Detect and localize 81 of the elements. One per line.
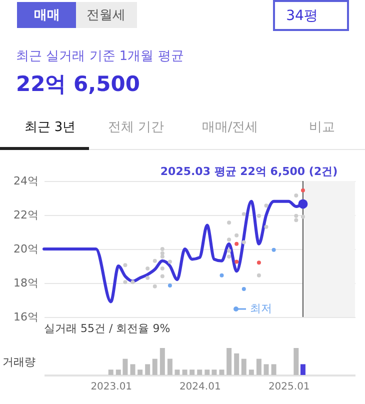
chart-title: 22억 6,500 <box>16 72 140 96</box>
point <box>146 276 150 280</box>
point <box>123 280 128 284</box>
bar <box>160 348 165 375</box>
bar <box>271 364 276 375</box>
y-tick-label: 22억 <box>14 208 38 222</box>
bar <box>256 358 262 375</box>
point <box>234 260 239 264</box>
bar <box>234 353 240 375</box>
y-tick-label: 18억 <box>14 276 38 290</box>
text: 34평 <box>286 8 318 24</box>
text: 2025.03 평균 22억 6,500 (2건) <box>160 165 338 178</box>
point <box>234 242 239 246</box>
bar <box>300 364 306 375</box>
y-axis-title: 거래량 <box>2 356 36 368</box>
point <box>242 240 246 244</box>
x-tick-label: 2025.01 <box>268 382 310 392</box>
point <box>294 218 298 222</box>
bar <box>130 364 136 375</box>
point <box>264 204 268 208</box>
point <box>152 284 157 288</box>
bar <box>219 370 224 375</box>
point <box>272 248 276 252</box>
y-tick-label: 16억 <box>14 310 38 324</box>
bar <box>190 370 195 375</box>
point <box>298 199 308 209</box>
point <box>227 220 232 225</box>
point <box>242 212 246 216</box>
point <box>152 258 157 263</box>
x-tick-label: 2024.01 <box>179 382 221 392</box>
bar <box>264 364 269 375</box>
point <box>160 254 164 259</box>
bar <box>138 370 143 375</box>
bar <box>108 370 114 375</box>
text: 매매 <box>34 8 60 23</box>
point <box>227 254 232 259</box>
bar <box>212 370 217 375</box>
point <box>227 248 232 253</box>
point <box>294 214 298 218</box>
point <box>242 286 246 291</box>
point <box>234 233 239 238</box>
point <box>123 263 128 268</box>
y-tick-label: 20억 <box>14 242 38 256</box>
point <box>220 273 224 278</box>
point <box>130 280 135 284</box>
point <box>300 214 305 219</box>
point <box>256 273 261 278</box>
point <box>160 266 164 271</box>
point <box>256 214 261 218</box>
text: 전체 기간 <box>108 120 164 135</box>
point <box>227 238 232 242</box>
bar <box>226 348 232 375</box>
bar <box>248 370 254 375</box>
bar <box>182 370 188 375</box>
x-tick-label: 2023.01 <box>90 382 132 392</box>
point <box>168 284 172 288</box>
point <box>160 247 164 251</box>
point <box>160 274 164 278</box>
chart-subtitle: 최근 실거래 기준 1개월 평균 <box>16 49 184 64</box>
bar <box>204 370 210 375</box>
point <box>146 266 150 271</box>
bar <box>174 370 180 375</box>
bar <box>294 348 299 375</box>
text: 비교 <box>309 120 335 135</box>
point <box>294 193 298 198</box>
bar <box>241 358 246 375</box>
text: 전월세 <box>86 8 126 23</box>
bar <box>167 358 172 375</box>
text: 최근 3년 <box>24 120 76 135</box>
bar <box>145 364 150 375</box>
point <box>160 251 164 256</box>
text: 실거래 55건 / 회전율 9% <box>44 322 170 335</box>
point <box>264 224 268 229</box>
point <box>168 260 172 264</box>
text: 매매/전세 <box>202 120 258 135</box>
point <box>300 188 305 192</box>
point <box>256 260 261 265</box>
legend-label: 최저 <box>250 302 272 315</box>
bar <box>152 358 158 375</box>
y-tick-label: 24억 <box>14 174 38 188</box>
bar <box>197 370 202 375</box>
